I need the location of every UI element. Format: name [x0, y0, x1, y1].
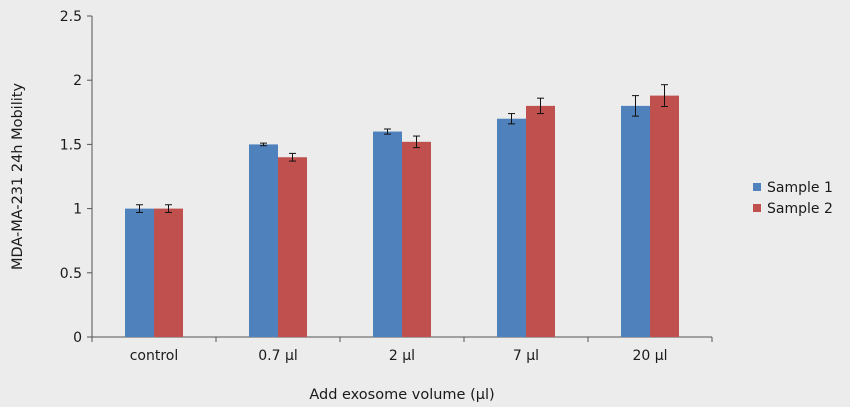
x-axis-title: Add exosome volume (μl) — [309, 387, 494, 403]
x-tick-label: 20 μl — [632, 348, 667, 364]
x-tick-label: 2 μl — [389, 348, 415, 364]
bar-sample-1-3 — [497, 118, 526, 337]
x-tick-label: 0.7 μl — [258, 348, 298, 364]
tick-labels: 0 0.5 1 1.5 2 2.5 control 0.7 μl 2 μl 7 μl 20 μl — [60, 9, 668, 364]
bar-sample-1-2 — [373, 131, 402, 337]
y-tick-label: 0.5 — [60, 266, 82, 282]
y-axis-title: MDA-MA-231 24h Mobility — [10, 83, 26, 270]
legend: Sample 1 Sample 2 — [753, 180, 833, 217]
bar-sample-2-2 — [402, 141, 431, 337]
y-tick-label: 1 — [73, 202, 82, 218]
axes — [87, 15, 713, 342]
bar-sample-2-3 — [526, 105, 555, 337]
bar-sample-2-4 — [650, 95, 679, 337]
y-tick-label: 1.5 — [60, 137, 82, 153]
error-bars — [136, 84, 668, 213]
legend-swatch — [753, 183, 761, 191]
x-tick-label: 7 μl — [513, 348, 539, 364]
x-tick-label: control — [130, 348, 179, 364]
bar-sample-1-1 — [249, 144, 278, 337]
bars — [125, 95, 679, 337]
bar-sample-1-4 — [621, 105, 650, 337]
bar-sample-2-0 — [154, 208, 183, 337]
legend-label: Sample 1 — [767, 180, 833, 196]
bar-sample-2-1 — [278, 157, 307, 337]
y-tick-label: 0 — [73, 330, 82, 346]
legend-swatch — [753, 204, 761, 212]
legend-label: Sample 2 — [767, 201, 833, 217]
y-tick-label: 2 — [73, 73, 82, 89]
bar-sample-1-0 — [125, 208, 154, 337]
y-tick-label: 2.5 — [60, 9, 82, 25]
